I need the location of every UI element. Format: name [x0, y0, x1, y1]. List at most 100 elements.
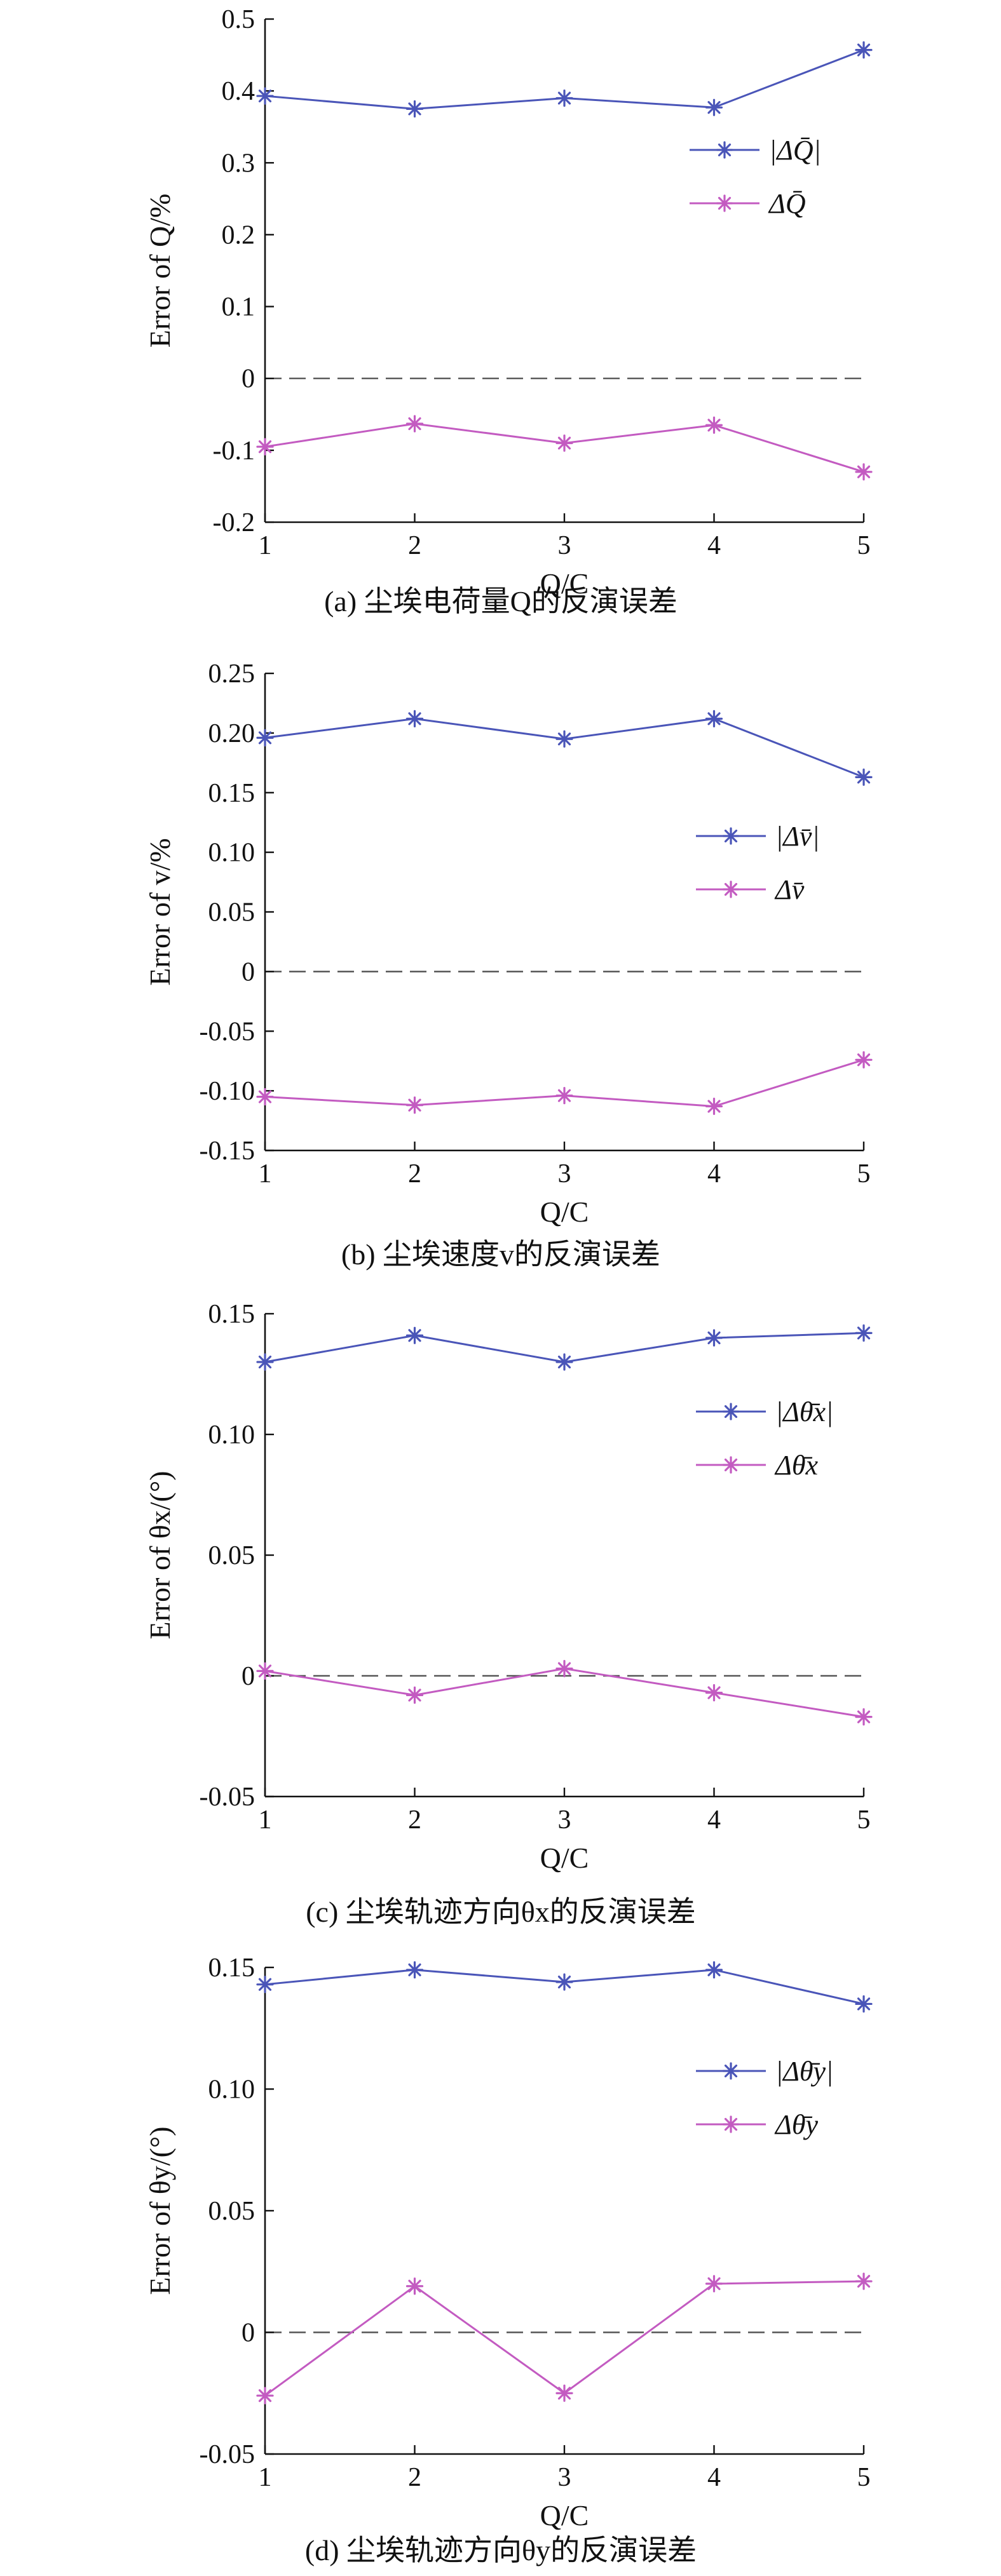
- data-point: [855, 463, 873, 481]
- x-tick-label: 1: [259, 531, 272, 560]
- y-tick-label: 0.10: [208, 1420, 255, 1450]
- data-point: [256, 2387, 274, 2404]
- x-tick-label: 1: [259, 1159, 272, 1189]
- series-0: [256, 710, 873, 786]
- panel-caption: (a) 尘埃电荷量Q的反演误差: [324, 585, 678, 617]
- y-tick-label: -0.15: [200, 1136, 255, 1166]
- data-point: [555, 1660, 573, 1678]
- legend-marker: [722, 2062, 740, 2080]
- x-tick-label: 5: [857, 2463, 871, 2492]
- series-0: [256, 41, 873, 118]
- x-tick-label: 4: [707, 1805, 721, 1835]
- x-tick-label: 3: [558, 531, 571, 560]
- panel-caption: (d) 尘埃轨迹方向θy的反演误差: [305, 2534, 697, 2566]
- data-point: [855, 2272, 873, 2290]
- legend-marker: [722, 1456, 740, 1474]
- data-point: [705, 1684, 723, 1702]
- data-point: [855, 1051, 873, 1069]
- y-tick-label: 0.05: [208, 2197, 255, 2226]
- x-axis-label: Q/C: [540, 2499, 589, 2532]
- x-tick-label: 4: [707, 531, 721, 560]
- x-axis-label: Q/C: [540, 1196, 589, 1228]
- y-axis-label: Error of Q/%: [144, 194, 176, 348]
- series-1: [256, 1051, 873, 1116]
- y-tick-label: 0: [242, 2319, 255, 2348]
- series-1: [256, 1660, 873, 1726]
- y-tick-label: -0.2: [213, 508, 255, 537]
- y-axis-label: Error of θy/(°): [144, 2126, 176, 2295]
- y-tick-label: 0.05: [208, 1541, 255, 1570]
- x-axis-label: Q/C: [540, 1842, 589, 1874]
- y-tick-label: 0.5: [222, 5, 255, 34]
- data-point: [555, 89, 573, 107]
- y-tick-label: 0.15: [208, 1953, 255, 1983]
- data-point: [705, 2275, 723, 2293]
- data-point: [705, 1329, 723, 1347]
- y-tick-label: 0.20: [208, 719, 255, 748]
- data-point: [405, 1096, 424, 1114]
- data-point: [405, 710, 424, 727]
- series-0: [256, 1324, 873, 1371]
- y-tick-label: 0.10: [208, 839, 255, 868]
- data-point: [256, 729, 274, 746]
- legend-entry-label: ΔQ̄: [768, 188, 806, 219]
- x-tick-label: 4: [707, 2463, 721, 2492]
- y-tick-label: 0.15: [208, 779, 255, 808]
- data-point: [855, 1995, 873, 2013]
- y-tick-label: 0.2: [222, 220, 255, 250]
- data-point: [555, 1087, 573, 1105]
- x-tick-label: 2: [408, 1805, 421, 1835]
- legend-entry-label: |Δθ̄x|: [775, 1396, 833, 1427]
- legend-marker: [722, 880, 740, 898]
- y-tick-label: 0.10: [208, 2075, 255, 2105]
- data-point: [855, 768, 873, 786]
- series-1: [256, 2272, 873, 2404]
- data-point: [256, 87, 274, 105]
- data-point: [555, 434, 573, 452]
- chart-panel-a: -0.2 -0.1 0 0.1 0.2 0.3 0.4 0.5 1 2 3 4 5 Q/C Error of…: [144, 5, 873, 617]
- legend: |Δθ̄x| Δθ̄x: [696, 1396, 833, 1481]
- data-point: [555, 1353, 573, 1371]
- legend-entry-label: Δθ̄y: [774, 2109, 818, 2140]
- data-point: [705, 416, 723, 434]
- y-tick-label: 0.1: [222, 293, 255, 322]
- data-point: [405, 2277, 424, 2295]
- y-tick-label: 0.4: [222, 77, 255, 106]
- data-point: [256, 438, 274, 455]
- series-0: [256, 1961, 873, 2013]
- data-point: [405, 1961, 424, 1979]
- data-point: [256, 1976, 274, 1993]
- legend-entry-label: |Δv̄|: [775, 821, 820, 852]
- x-tick-label: 1: [259, 1805, 272, 1835]
- data-point: [705, 1961, 723, 1979]
- legend-marker: [722, 1403, 740, 1420]
- data-point: [855, 41, 873, 59]
- x-axis-label: Q/C: [540, 567, 589, 600]
- x-tick-label: 1: [259, 2463, 272, 2492]
- y-axis-label: Error of θx/(°): [144, 1471, 176, 1639]
- legend: |ΔQ̄| ΔQ̄: [690, 135, 821, 219]
- data-point: [855, 1324, 873, 1342]
- legend: |Δθ̄y| Δθ̄y: [696, 2056, 833, 2140]
- x-tick-label: 3: [558, 1805, 571, 1835]
- data-point: [405, 415, 424, 433]
- x-tick-label: 5: [857, 1159, 871, 1189]
- y-tick-label: -0.1: [213, 436, 255, 466]
- legend-marker: [722, 2115, 740, 2133]
- data-point: [705, 98, 723, 116]
- x-tick-label: 2: [408, 531, 421, 560]
- chart-panel-d: -0.05 0 0.05 0.10 0.15 1 2 3 4 5 Q/C Error of θy/(°…: [144, 1953, 873, 2566]
- x-tick-label: 3: [558, 1159, 571, 1189]
- y-tick-label: 0: [242, 1662, 255, 1691]
- data-point: [555, 2384, 573, 2402]
- panel-caption: (c) 尘埃轨迹方向θx的反演误差: [306, 1896, 696, 1928]
- data-point: [405, 1686, 424, 1704]
- data-point: [256, 1088, 274, 1106]
- legend-entry-label: |Δθ̄y|: [775, 2056, 833, 2087]
- legend-marker: [716, 141, 733, 159]
- chart-panel-c: -0.05 0 0.05 0.10 0.15 1 2 3 4 5 Q/C Error of θx/(°…: [144, 1300, 873, 1928]
- series-line: [264, 2280, 864, 2397]
- y-tick-label: 0.25: [208, 659, 255, 689]
- panel-caption: (b) 尘埃速度v的反演误差: [341, 1238, 660, 1271]
